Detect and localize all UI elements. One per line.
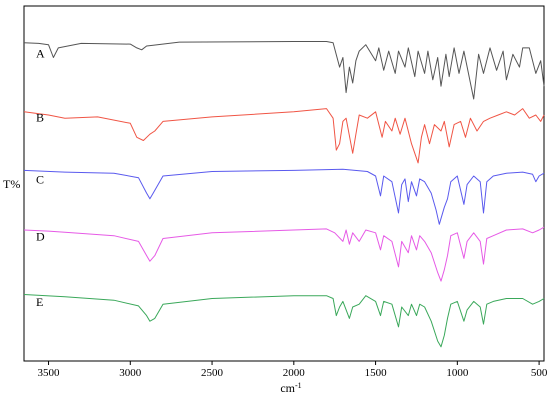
y-axis-label: T% (3, 177, 20, 191)
x-tick-label: 3500 (38, 367, 61, 379)
series-label-a: A (36, 47, 45, 61)
series-line-d (23, 226, 545, 282)
series-line-e (23, 294, 545, 348)
x-tick-label: 2000 (283, 367, 306, 379)
series-line-a (23, 41, 545, 100)
x-axis-label-unit: cm (280, 381, 295, 395)
x-axis-label: cm-1 (280, 381, 301, 395)
series-line-b (23, 108, 545, 164)
series-labels: A B C D E (36, 47, 45, 310)
x-tick-label: 1000 (446, 367, 469, 379)
series-label-c: C (36, 173, 44, 187)
series-line-c (23, 168, 545, 225)
series-label-d: D (36, 229, 45, 243)
series-label-b: B (36, 110, 44, 124)
series-layer (23, 41, 545, 348)
x-axis-label-exponent: -1 (295, 381, 302, 390)
x-axis-ticks: 3500 3000 2500 2000 1500 1000 500 (38, 361, 548, 379)
plot-frame (23, 5, 545, 362)
series-label-e: E (36, 295, 43, 309)
x-tick-label: 3000 (119, 367, 142, 379)
x-tick-label: 500 (531, 367, 548, 379)
x-tick-label: 2500 (201, 367, 224, 379)
x-tick-label: 1500 (365, 367, 388, 379)
